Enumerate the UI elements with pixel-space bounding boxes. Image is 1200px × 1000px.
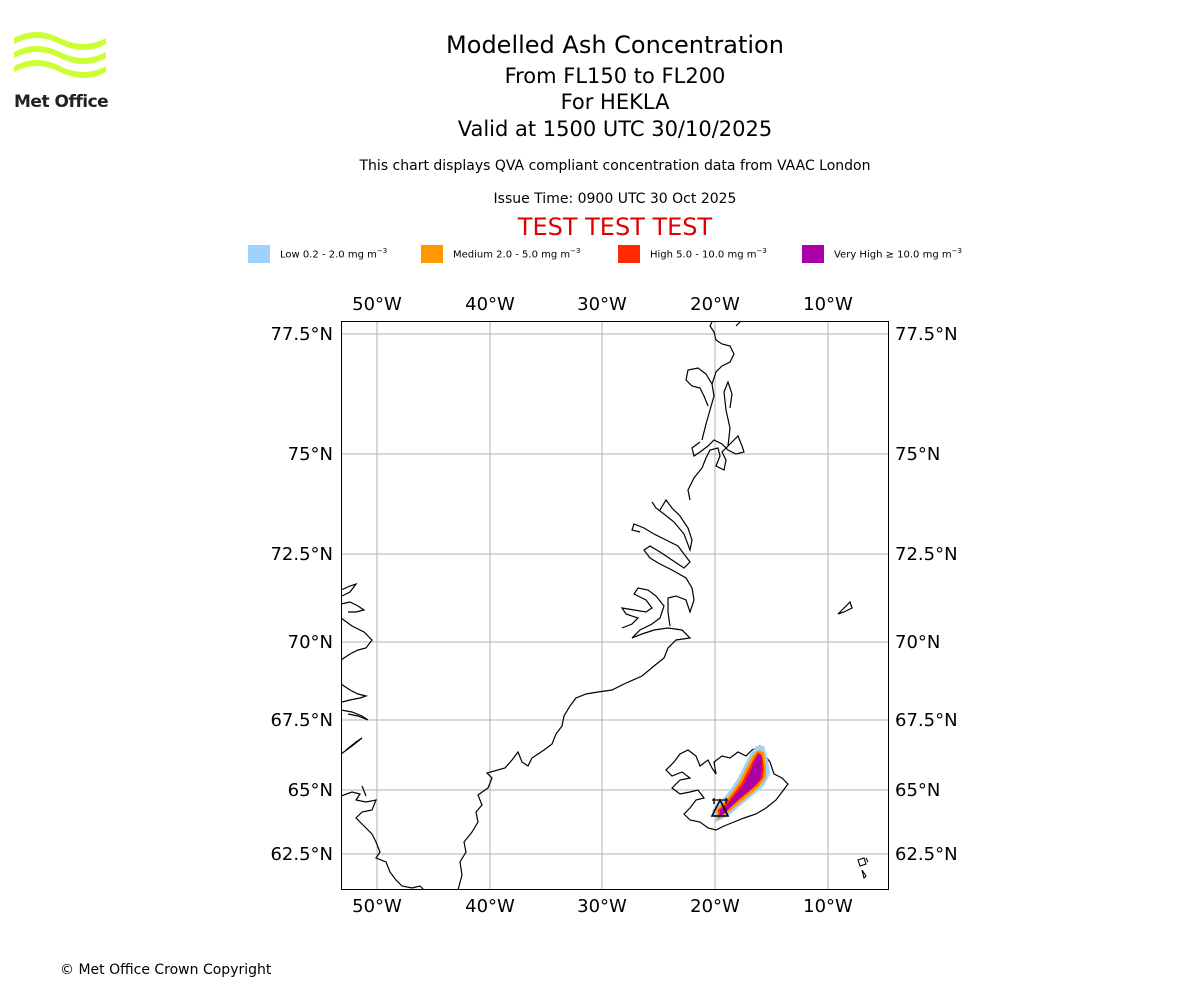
lat-label-right-72-5n: 72.5°N — [895, 544, 958, 565]
valid-time: Valid at 1500 UTC 30/10/2025 — [457, 117, 773, 141]
lat-label-right-75n: 75°N — [895, 444, 940, 465]
logo-text: Met Office — [14, 92, 109, 112]
map-gridlines — [341, 321, 889, 890]
legend-label-very-high: Very High ≥ 10.0 mg m — [834, 249, 952, 261]
lon-label-bottom-50w: 50°W — [352, 896, 402, 917]
legend-unit-very-high: −3 — [951, 247, 962, 256]
lat-label-left-77-5n: 77.5°N — [270, 324, 333, 345]
coastline-faroe — [857, 857, 869, 880]
lon-label-bottom-40w: 40°W — [465, 896, 515, 917]
chart-title: Modelled Ash Concentration — [446, 31, 784, 59]
lat-label-right-65n: 65°N — [895, 780, 940, 801]
lat-label-left-65n: 65°N — [288, 780, 333, 801]
flight-level-range: From FL150 to FL200 — [504, 64, 726, 88]
volcano-marker-icon — [710, 798, 730, 817]
legend-item-very-high: Very High ≥ 10.0 mg m−3 — [802, 244, 962, 264]
lat-label-left-75n: 75°N — [288, 444, 333, 465]
issue-time: Issue Time: 0900 UTC 30 Oct 2025 — [493, 191, 737, 207]
legend-item-low: Low 0.2 - 2.0 mg m−3 — [248, 244, 387, 264]
plume-very-high — [720, 754, 762, 816]
lat-label-left-72-5n: 72.5°N — [270, 544, 333, 565]
met-office-waves-icon — [14, 32, 106, 78]
lon-label-top-10w: 10°W — [803, 294, 853, 315]
met-office-logo: Met Office — [14, 30, 109, 112]
legend-label-high: High 5.0 - 10.0 mg m — [650, 249, 757, 261]
lon-label-bottom-20w: 20°W — [690, 896, 740, 917]
coastline-iceland — [665, 745, 789, 831]
legend-label-medium: Medium 2.0 - 5.0 mg m — [453, 249, 571, 261]
lon-label-top-40w: 40°W — [465, 294, 515, 315]
legend-label-low: Low 0.2 - 2.0 mg m — [280, 249, 377, 261]
map-frame — [341, 321, 889, 890]
lat-label-right-62-5n: 62.5°N — [895, 844, 958, 865]
lat-label-left-62-5n: 62.5°N — [270, 844, 333, 865]
legend: Low 0.2 - 2.0 mg m−3 Medium 2.0 - 5.0 mg… — [0, 244, 1200, 264]
chart-description: This chart displays QVA compliant concen… — [359, 158, 871, 174]
legend-swatch-high — [618, 245, 640, 263]
lat-label-right-67-5n: 67.5°N — [895, 710, 958, 731]
coastline-greenland-west — [341, 582, 425, 890]
legend-item-high: High 5.0 - 10.0 mg m−3 — [618, 244, 767, 264]
lon-label-top-30w: 30°W — [577, 294, 627, 315]
legend-swatch-low — [248, 245, 270, 263]
lat-label-left-70n: 70°N — [288, 632, 333, 653]
legend-swatch-medium — [421, 245, 443, 263]
legend-unit-medium: −3 — [570, 247, 581, 256]
coastline-jan-mayen — [837, 600, 853, 615]
coastline-greenland — [457, 321, 745, 890]
legend-swatch-very-high — [802, 245, 824, 263]
lon-label-bottom-30w: 30°W — [577, 896, 627, 917]
test-banner: TEST TEST TEST — [517, 213, 713, 241]
legend-item-medium: Medium 2.0 - 5.0 mg m−3 — [421, 244, 580, 264]
lat-label-right-70n: 70°N — [895, 632, 940, 653]
copyright-notice: © Met Office Crown Copyright — [60, 962, 272, 978]
lon-label-top-50w: 50°W — [352, 294, 402, 315]
legend-unit-high: −3 — [756, 247, 767, 256]
lon-label-top-20w: 20°W — [690, 294, 740, 315]
lat-label-right-77-5n: 77.5°N — [895, 324, 958, 345]
volcano-name: For HEKLA — [560, 90, 670, 114]
lon-label-bottom-10w: 10°W — [803, 896, 853, 917]
legend-unit-low: −3 — [376, 247, 388, 256]
lat-label-left-67-5n: 67.5°N — [270, 710, 333, 731]
